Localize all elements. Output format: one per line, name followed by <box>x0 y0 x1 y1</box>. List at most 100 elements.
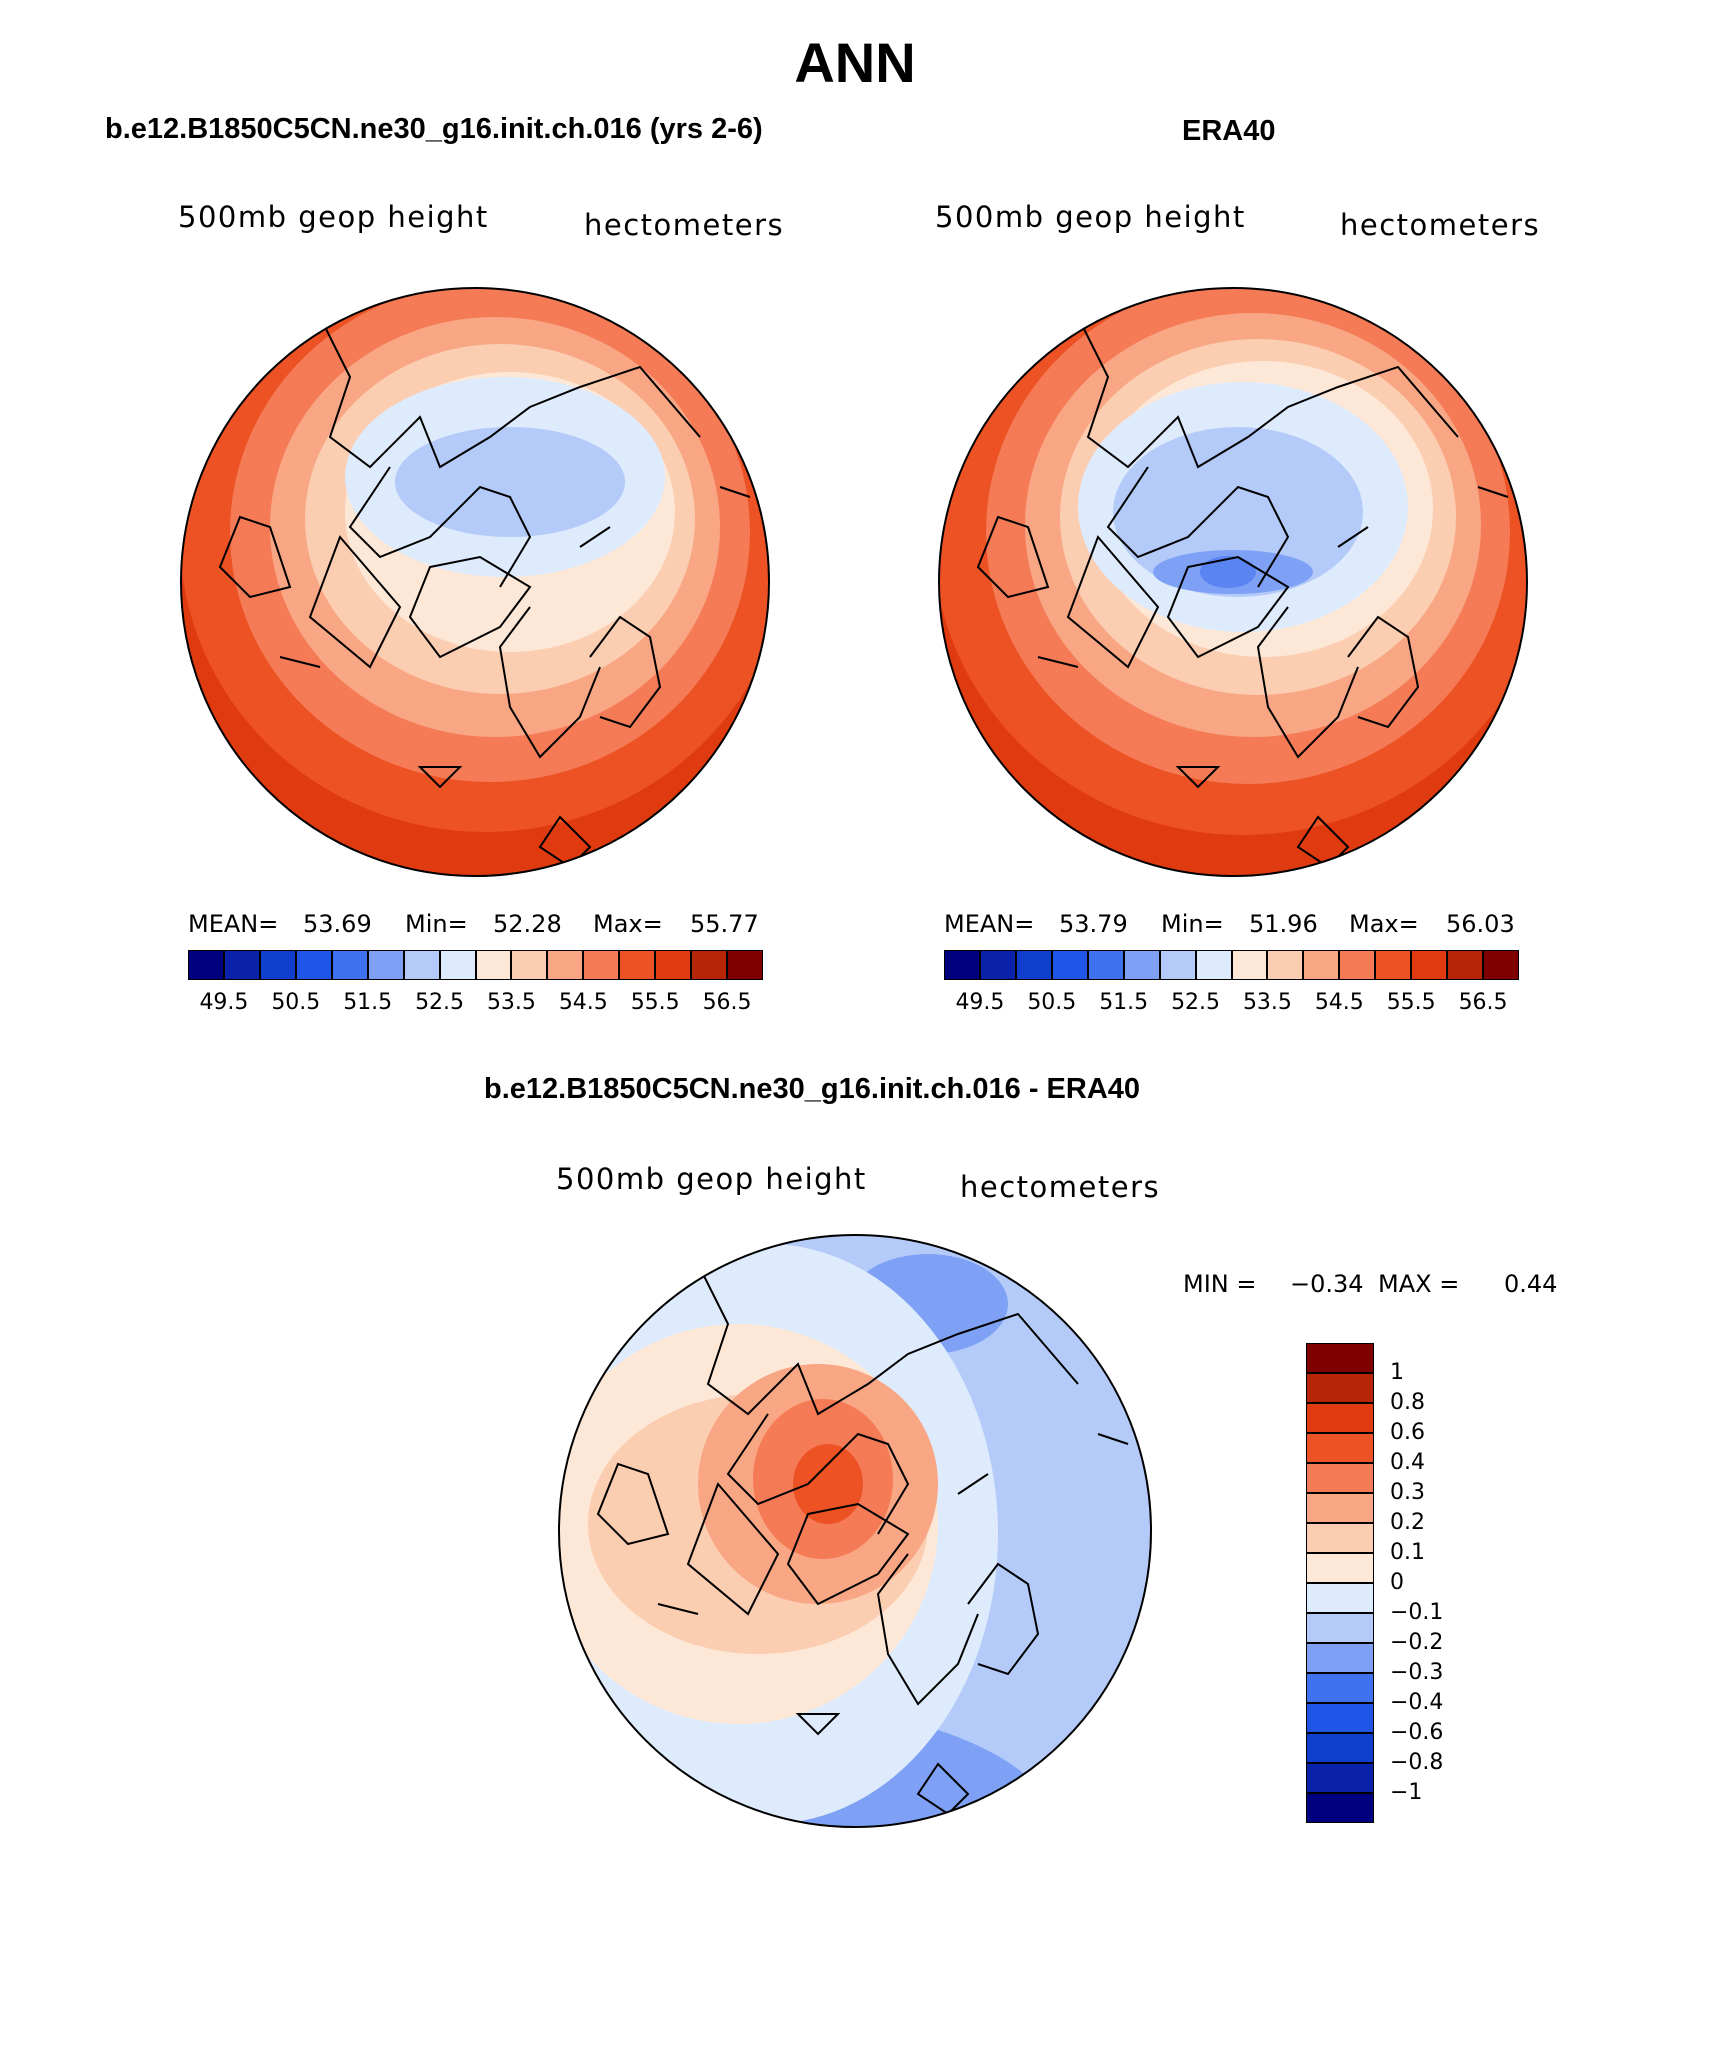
colorbar-tick-label: −0.1 <box>1390 1600 1444 1625</box>
colorbar-swatch <box>1306 1673 1374 1703</box>
colorbar-swatch <box>1306 1373 1374 1403</box>
colorbar-swatch <box>1483 950 1519 980</box>
colorbar-swatch <box>1015 950 1052 980</box>
colorbar-swatch <box>1447 950 1484 980</box>
colorbar-tick-label: 56.5 <box>702 990 752 1015</box>
colorbar-tick-label: 0.1 <box>1390 1540 1425 1565</box>
colorbar-swatch <box>1051 950 1088 980</box>
colorbar-tick-label: 0.4 <box>1390 1450 1425 1475</box>
colorbar-tick-label: 0.6 <box>1390 1420 1425 1445</box>
panel-1-mean-label: MEAN= <box>188 910 279 938</box>
colorbar-tick-label: −1 <box>1390 1780 1423 1805</box>
colorbar-swatch <box>367 950 404 980</box>
panel-2-mean-value: 53.79 <box>1059 910 1128 938</box>
colorbar-swatch <box>1306 1793 1374 1823</box>
colorbar-swatch <box>1306 1733 1374 1763</box>
colorbar-swatch <box>691 950 728 980</box>
colorbar-swatch <box>1306 1583 1374 1613</box>
colorbar-swatch <box>1159 950 1196 980</box>
colorbar-tick-label: 49.5 <box>199 990 249 1015</box>
colorbar-swatch <box>511 950 548 980</box>
colorbar-tick-label: 51.5 <box>343 990 393 1015</box>
difference-max-label: MAX = <box>1378 1270 1460 1298</box>
panel-1-polar-map <box>180 287 770 877</box>
colorbar-tick-label: 50.5 <box>271 990 321 1015</box>
colorbar-swatch <box>1306 1463 1374 1493</box>
colorbar-swatch <box>1306 1433 1374 1463</box>
colorbar-tick-label: 0.8 <box>1390 1390 1425 1415</box>
colorbar-tick-label: 52.5 <box>1171 990 1221 1015</box>
panel-2-title: ERA40 <box>1182 115 1276 147</box>
colorbar-tick-label: 0.3 <box>1390 1480 1425 1505</box>
colorbar-swatch <box>1339 950 1376 980</box>
colorbar-swatch <box>475 950 512 980</box>
panel-1-colorbar-ticks: 49.5 50.5 51.5 52.5 53.5 54.5 55.5 56.5 <box>188 990 763 1020</box>
panel-2-field-label: 500mb geop height <box>935 200 1246 234</box>
difference-colorbar <box>1306 1343 1374 1823</box>
colorbar-swatch <box>331 950 368 980</box>
panel-2-colorbar-ticks: 49.5 50.5 51.5 52.5 53.5 54.5 55.5 56.5 <box>944 990 1519 1020</box>
colorbar-tick-label: 51.5 <box>1099 990 1149 1015</box>
colorbar-swatch <box>1306 1763 1374 1793</box>
colorbar-swatch <box>1087 950 1124 980</box>
colorbar-tick-label: −0.6 <box>1390 1720 1444 1745</box>
colorbar-swatch <box>1306 1553 1374 1583</box>
colorbar-swatch <box>727 950 763 980</box>
difference-polar-map <box>558 1234 1152 1828</box>
colorbar-swatch <box>547 950 584 980</box>
colorbar-tick-label: −0.8 <box>1390 1750 1444 1775</box>
colorbar-swatch <box>1306 1343 1374 1373</box>
panel-1-max-label: Max= <box>593 910 663 938</box>
colorbar-tick-label: −0.4 <box>1390 1690 1444 1715</box>
colorbar-tick-label: 0 <box>1390 1570 1404 1595</box>
panel-2-max-value: 56.03 <box>1446 910 1515 938</box>
colorbar-tick-label: 56.5 <box>1458 990 1508 1015</box>
colorbar-tick-label: 1 <box>1390 1360 1404 1385</box>
colorbar-swatch <box>1123 950 1160 980</box>
panel-1-title: b.e12.B1850C5CN.ne30_g16.init.ch.016 (yr… <box>105 113 763 145</box>
colorbar-swatch <box>583 950 620 980</box>
colorbar-swatch <box>1303 950 1340 980</box>
colorbar-swatch <box>1411 950 1448 980</box>
colorbar-tick-label: 55.5 <box>1386 990 1436 1015</box>
colorbar-swatch <box>259 950 296 980</box>
colorbar-swatch <box>655 950 692 980</box>
panel-2-max-label: Max= <box>1349 910 1419 938</box>
colorbar-swatch <box>1375 950 1412 980</box>
colorbar-swatch <box>295 950 332 980</box>
colorbar-tick-label: 54.5 <box>558 990 608 1015</box>
figure-title: ANN <box>794 31 916 94</box>
colorbar-swatch <box>1306 1523 1374 1553</box>
colorbar-swatch <box>1306 1643 1374 1673</box>
colorbar-tick-label: 53.5 <box>1242 990 1292 1015</box>
panel-1-max-value: 55.77 <box>690 910 759 938</box>
difference-title: b.e12.B1850C5CN.ne30_g16.init.ch.016 - E… <box>484 1073 1141 1105</box>
panel-2-polar-map <box>938 287 1528 877</box>
colorbar-swatch <box>619 950 656 980</box>
colorbar-tick-label: −0.2 <box>1390 1630 1444 1655</box>
difference-max-value: 0.44 <box>1504 1270 1558 1298</box>
colorbar-swatch <box>188 950 224 980</box>
difference-min-label: MIN = <box>1183 1270 1257 1298</box>
panel-2-colorbar <box>944 950 1519 980</box>
colorbar-tick-label: 49.5 <box>955 990 1005 1015</box>
panel-2-mean-label: MEAN= <box>944 910 1035 938</box>
colorbar-swatch <box>1231 950 1268 980</box>
colorbar-swatch <box>1195 950 1232 980</box>
panel-1-min-label: Min= <box>405 910 468 938</box>
panel-2-min-value: 51.96 <box>1249 910 1318 938</box>
panel-1-colorbar <box>188 950 763 980</box>
colorbar-swatch <box>223 950 260 980</box>
difference-units-label: hectometers <box>960 1170 1161 1204</box>
panel-2-units-label: hectometers <box>1340 208 1541 242</box>
difference-field-label: 500mb geop height <box>556 1162 867 1196</box>
panel-1-min-value: 52.28 <box>493 910 562 938</box>
colorbar-swatch <box>979 950 1016 980</box>
colorbar-swatch <box>403 950 440 980</box>
colorbar-tick-label: 50.5 <box>1027 990 1077 1015</box>
colorbar-swatch <box>1267 950 1304 980</box>
panel-1-mean-value: 53.69 <box>303 910 372 938</box>
colorbar-tick-label: 54.5 <box>1314 990 1364 1015</box>
colorbar-swatch <box>1306 1703 1374 1733</box>
panel-1-units-label: hectometers <box>584 208 785 242</box>
